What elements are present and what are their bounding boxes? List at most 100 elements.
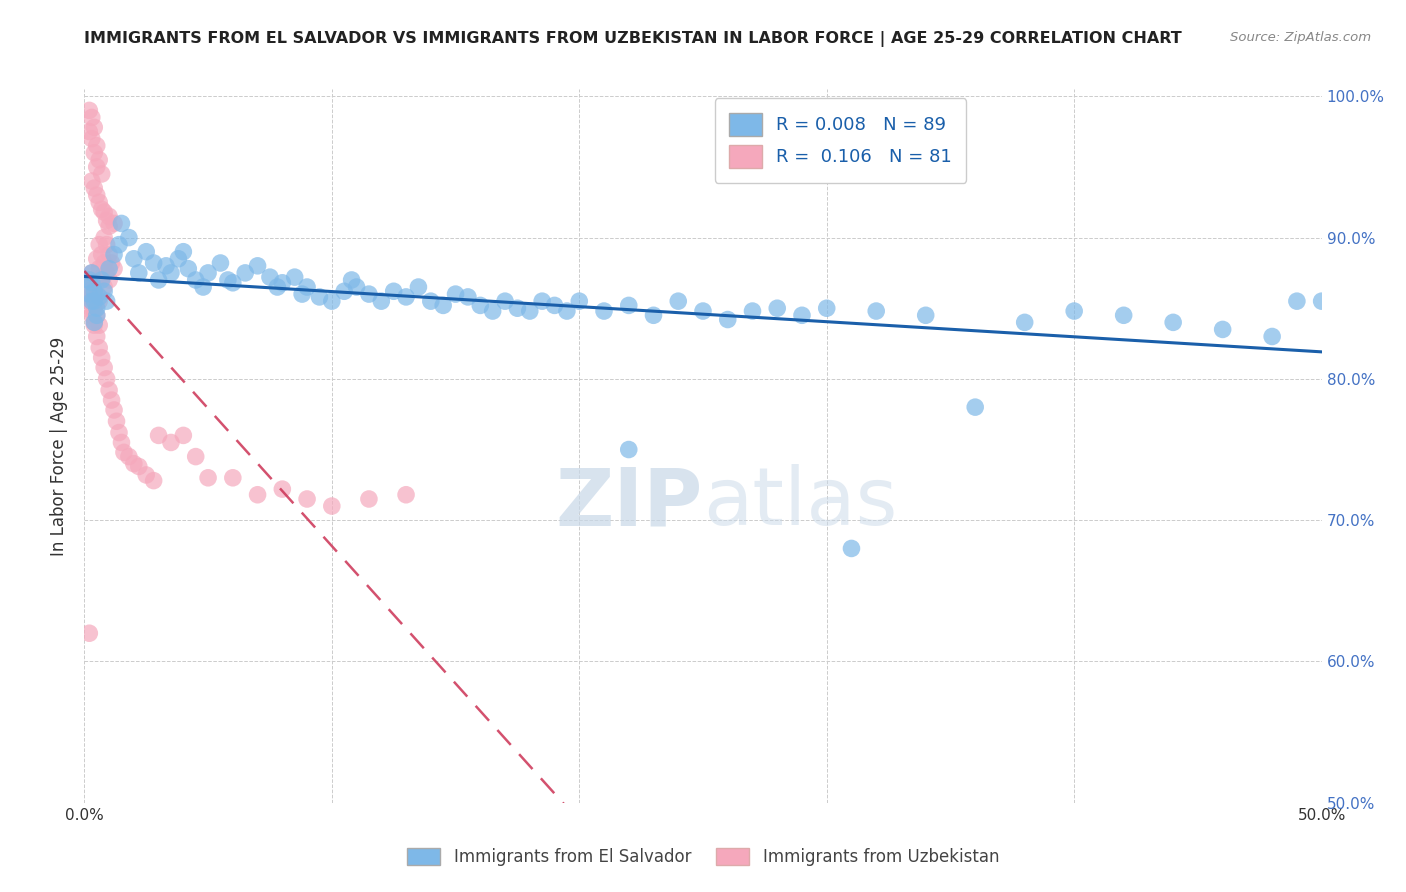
Point	[284, 270, 307, 285]
Point	[382, 285, 405, 299]
Point	[506, 301, 529, 316]
Point	[118, 450, 141, 464]
Point	[103, 216, 125, 230]
Point	[83, 318, 105, 333]
Point	[914, 308, 936, 322]
Point	[79, 273, 101, 287]
Text: Source: ZipAtlas.com: Source: ZipAtlas.com	[1230, 31, 1371, 45]
Point	[191, 280, 214, 294]
Point	[89, 341, 111, 355]
Point	[80, 266, 103, 280]
Point	[90, 247, 112, 261]
Point	[93, 230, 115, 244]
Point	[148, 428, 170, 442]
Point	[217, 273, 239, 287]
Point	[98, 247, 121, 261]
Point	[86, 252, 108, 266]
Point	[110, 435, 132, 450]
Point	[83, 315, 105, 329]
Point	[83, 181, 105, 195]
Point	[128, 266, 150, 280]
Point	[543, 298, 565, 312]
Point	[79, 626, 101, 640]
Point	[246, 488, 269, 502]
Point	[112, 445, 135, 459]
Point	[271, 276, 294, 290]
Point	[741, 304, 763, 318]
Point	[86, 160, 108, 174]
Point	[481, 304, 503, 318]
Point	[122, 457, 145, 471]
Point	[617, 298, 640, 312]
Point	[432, 298, 454, 312]
Point	[370, 294, 392, 309]
Point	[90, 270, 112, 285]
Point	[89, 318, 111, 333]
Point	[155, 259, 177, 273]
Point	[86, 287, 108, 301]
Point	[122, 252, 145, 266]
Text: atlas: atlas	[703, 464, 897, 542]
Point	[100, 256, 122, 270]
Legend: Immigrants from El Salvador, Immigrants from Uzbekistan: Immigrants from El Salvador, Immigrants …	[401, 841, 1005, 873]
Point	[209, 256, 232, 270]
Text: ZIP: ZIP	[555, 464, 703, 542]
Point	[172, 428, 194, 442]
Point	[98, 383, 121, 397]
Point	[86, 308, 108, 322]
Point	[90, 202, 112, 217]
Point	[79, 125, 101, 139]
Point	[118, 230, 141, 244]
Point	[96, 266, 118, 280]
Point	[128, 459, 150, 474]
Point	[790, 308, 813, 322]
Point	[80, 276, 103, 290]
Point	[172, 244, 194, 259]
Point	[93, 360, 115, 375]
Point	[79, 285, 101, 299]
Point	[86, 188, 108, 202]
Point	[98, 261, 121, 276]
Point	[766, 301, 789, 316]
Point	[83, 285, 105, 299]
Point	[841, 541, 863, 556]
Point	[419, 294, 441, 309]
Point	[86, 308, 108, 322]
Point	[96, 372, 118, 386]
Point	[160, 266, 183, 280]
Point	[222, 471, 245, 485]
Point	[184, 273, 207, 287]
Point	[519, 304, 541, 318]
Point	[89, 290, 111, 304]
Point	[1112, 308, 1135, 322]
Point	[83, 276, 105, 290]
Point	[80, 111, 103, 125]
Text: IMMIGRANTS FROM EL SALVADOR VS IMMIGRANTS FROM UZBEKISTAN IN LABOR FORCE | AGE 2: IMMIGRANTS FROM EL SALVADOR VS IMMIGRANT…	[84, 31, 1182, 47]
Point	[103, 247, 125, 261]
Point	[568, 294, 591, 309]
Point	[444, 287, 467, 301]
Point	[86, 138, 108, 153]
Point	[98, 219, 121, 234]
Point	[83, 298, 105, 312]
Point	[93, 280, 115, 294]
Point	[177, 261, 200, 276]
Point	[408, 280, 430, 294]
Point	[617, 442, 640, 457]
Point	[1161, 315, 1184, 329]
Point	[717, 312, 740, 326]
Point	[222, 276, 245, 290]
Point	[105, 414, 128, 428]
Point	[79, 287, 101, 301]
Point	[295, 280, 318, 294]
Point	[83, 294, 105, 309]
Point	[108, 237, 131, 252]
Point	[86, 301, 108, 316]
Point	[142, 474, 165, 488]
Point	[148, 273, 170, 287]
Point	[1063, 304, 1085, 318]
Point	[142, 256, 165, 270]
Point	[80, 174, 103, 188]
Point	[197, 471, 219, 485]
Point	[246, 259, 269, 273]
